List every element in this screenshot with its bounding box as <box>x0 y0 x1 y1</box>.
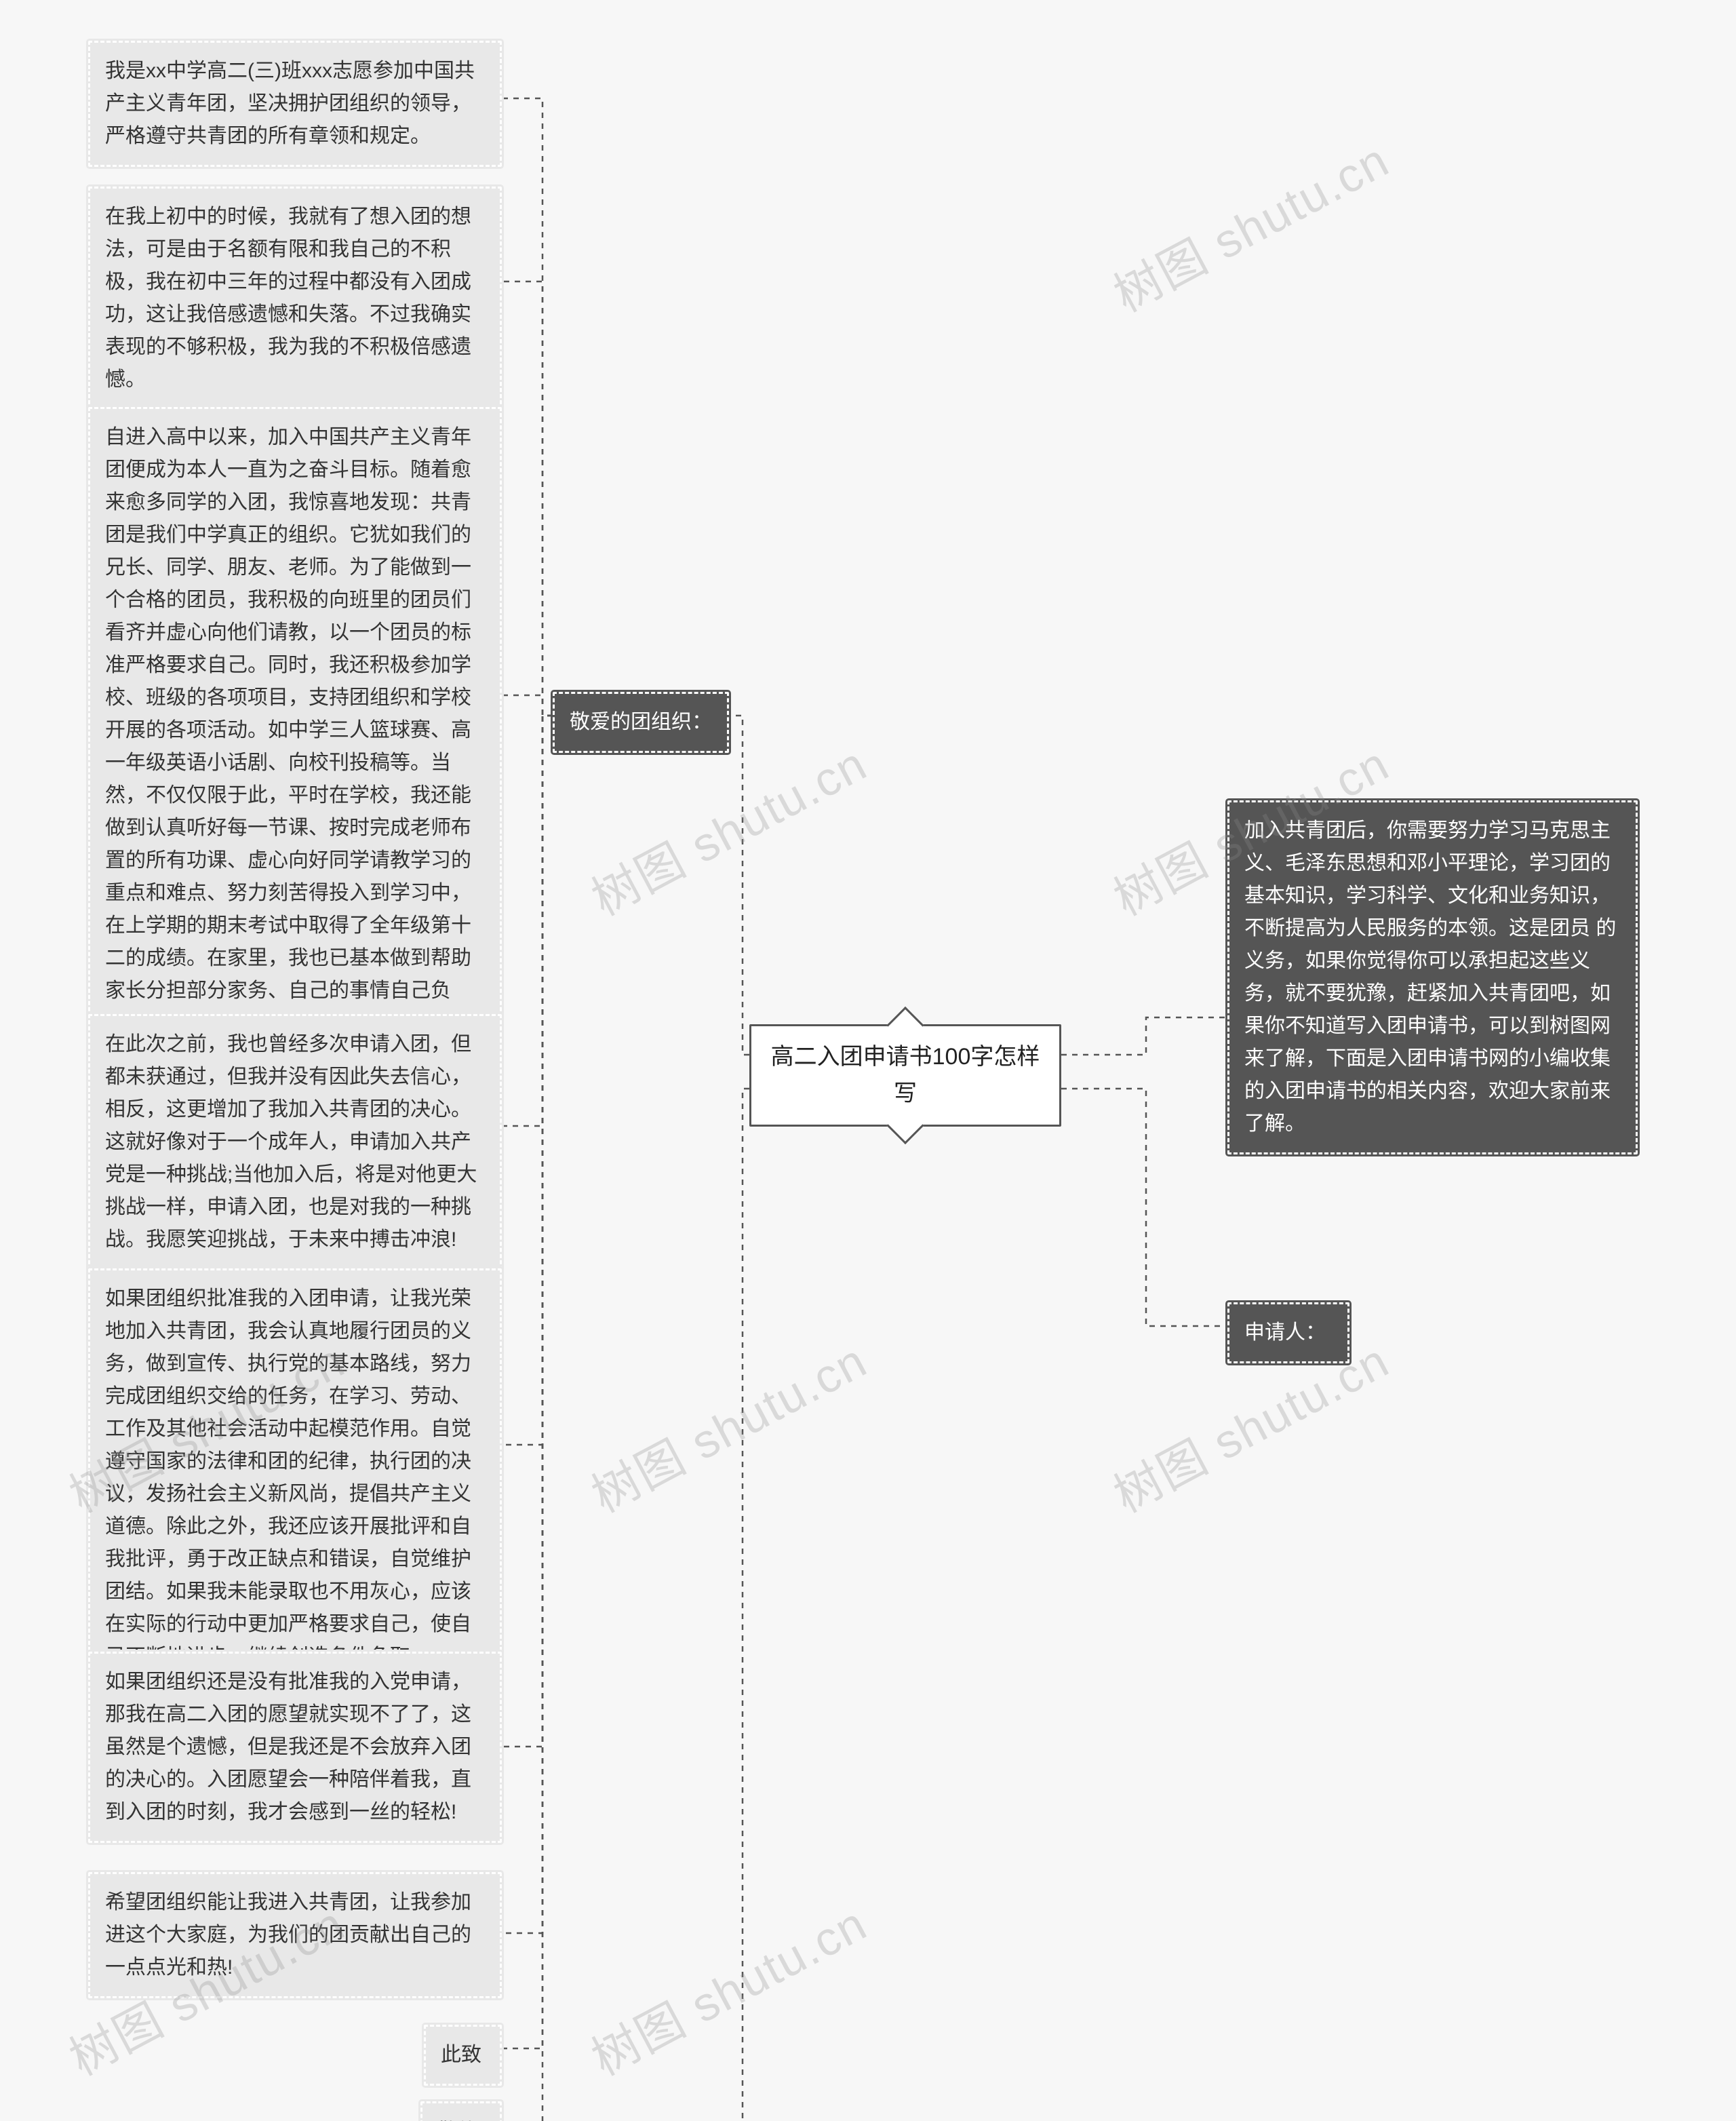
paragraph-2[interactable]: 在我上初中的时候，我就有了想入团的想法，可是由于名额有限和我自己的不积极，我在初… <box>88 187 502 410</box>
watermark: 树图 shutu.cn <box>578 1886 877 2089</box>
paragraph-6[interactable]: 如果团组织还是没有批准我的入党申请，那我在高二入团的愿望就实现不了了，这虽然是个… <box>88 1652 502 1843</box>
root-node[interactable]: 高二入团申请书100字怎样写 <box>749 1024 1061 1127</box>
paragraph-1[interactable]: 我是xx中学高二(三)班xxx志愿参加中国共产主义青年团，坚决拥护团组织的领导，… <box>88 41 502 167</box>
watermark: 树图 shutu.cn <box>578 1323 877 1526</box>
paragraph-3[interactable]: 自进入高中以来，加入中国共产主义青年团便成为本人一直为之奋斗目标。随着愈来愈多同… <box>88 407 502 1054</box>
paragraph-5[interactable]: 如果团组织批准我的入团申请，让我光荣地加入共青团，我会认真地履行团员的义务，做到… <box>88 1268 502 1688</box>
paragraph-4[interactable]: 在此次之前，我也曾经多次申请入团，但都未获通过，但我并没有因此失去信心，相反，这… <box>88 1014 502 1270</box>
watermark: 树图 shutu.cn <box>578 726 877 929</box>
watermark: 树图 shutu.cn <box>1100 123 1399 326</box>
paragraph-8-cizhi[interactable]: 此致 <box>424 2025 502 2086</box>
paragraph-7[interactable]: 希望团组织能让我进入共青团，让我参加进这个大家庭，为我们的团贡献出自己的一点点光… <box>88 1872 502 1998</box>
paragraph-9-jingli[interactable]: 敬礼! <box>420 2101 502 2121</box>
applicant-node[interactable]: 申请人： <box>1227 1302 1349 1363</box>
salutation-node[interactable]: 敬爱的团组织： <box>553 692 729 753</box>
intro-node[interactable]: 加入共青团后，你需要努力学习马克思主义、毛泽东思想和邓小平理论，学习团的基本知识… <box>1227 800 1638 1154</box>
